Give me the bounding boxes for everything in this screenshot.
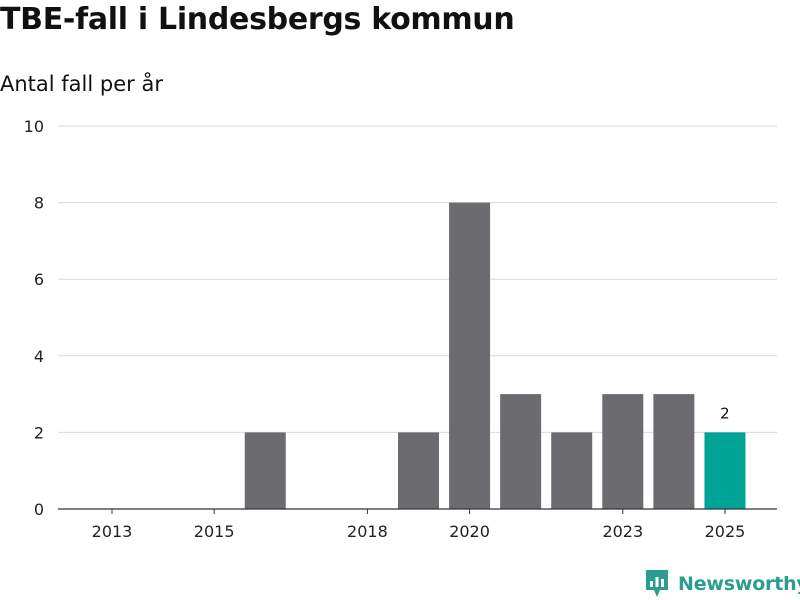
gridlines xyxy=(58,125,777,433)
bar-2024 xyxy=(653,394,695,509)
x-tick-label: 2025 xyxy=(705,522,746,541)
axes xyxy=(58,508,777,514)
labels: 0 2 4 6 8 10 2013 2015 2018 2020 2023 2025 2 xyxy=(24,117,746,541)
x-tick-label: 2020 xyxy=(449,522,490,541)
newsworthy-logo: Newsworthy xyxy=(644,568,800,600)
y-tick-label: 8 xyxy=(34,194,44,213)
newsworthy-logo-icon xyxy=(646,570,668,597)
bar-2025 xyxy=(704,432,746,509)
y-tick-label: 2 xyxy=(34,423,44,442)
chart-subtitle: Antal fall per år xyxy=(0,72,163,96)
bar-2022 xyxy=(551,432,593,509)
bar-2021 xyxy=(500,394,542,509)
y-tick-label: 6 xyxy=(34,270,44,289)
bar-2016 xyxy=(244,432,286,509)
chart-title: TBE-fall i Lindesbergs kommun xyxy=(0,2,515,37)
bar-2023 xyxy=(602,394,644,509)
x-tick-label: 2013 xyxy=(92,522,133,541)
bars xyxy=(244,202,746,509)
x-tick-label: 2023 xyxy=(602,522,643,541)
y-tick-label: 0 xyxy=(34,500,44,519)
bar-2020 xyxy=(449,202,491,509)
y-tick-label: 10 xyxy=(24,117,44,136)
newsworthy-logo-text: Newsworthy xyxy=(678,573,800,595)
x-tick-label: 2015 xyxy=(194,522,235,541)
data-label-2025: 2 xyxy=(720,404,730,422)
y-tick-label: 4 xyxy=(34,347,44,366)
bar-2019 xyxy=(397,432,439,509)
x-tick-label: 2018 xyxy=(347,522,388,541)
